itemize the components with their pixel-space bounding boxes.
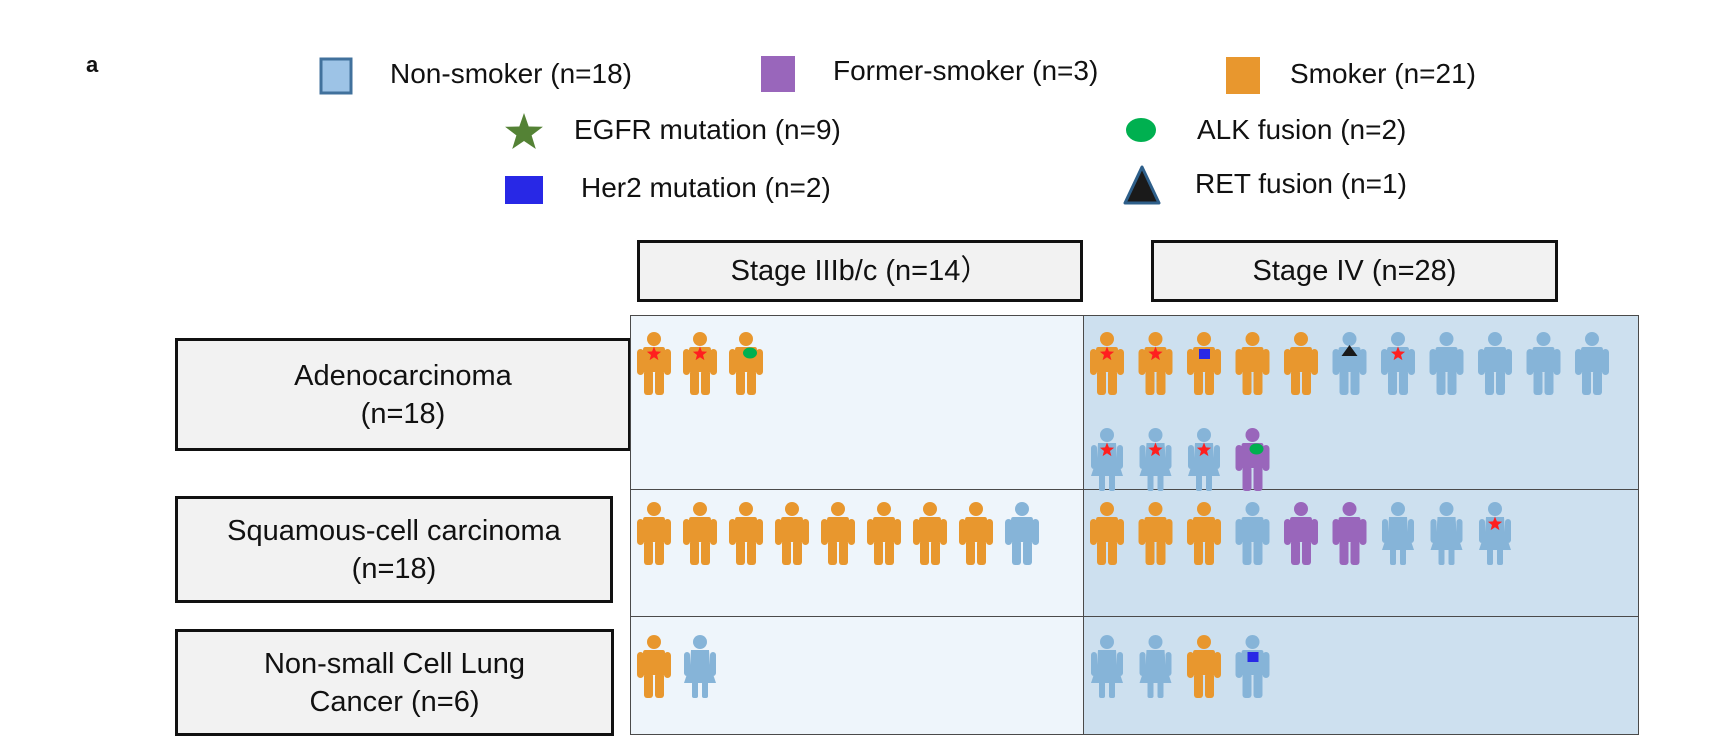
ret-triangle-icon — [1123, 165, 1161, 205]
legend-former-smoker: Former-smoker (n=3) — [833, 55, 1099, 86]
stage-header-iv: Stage IV (n=28) — [1151, 240, 1558, 302]
stage-header-iiib-c: Stage IIIb/c (n=14） — [637, 240, 1083, 302]
row-label-nsclc: Non-small Cell Lung Cancer (n=6) — [175, 629, 614, 736]
row-label-line1: Non-small Cell Lung — [263, 647, 526, 680]
cell-squamous-stage-iiib — [630, 489, 1085, 618]
cell-nsclc-stage-iv — [1083, 616, 1639, 735]
legend-ret: RET fusion (n=1) — [1195, 168, 1407, 199]
her2-square-icon — [505, 176, 543, 204]
non-smoker-swatch-icon — [319, 57, 353, 95]
legend-alk: ALK fusion (n=2) — [1197, 114, 1407, 145]
legend-egfr: EGFR mutation (n=9) — [574, 114, 841, 145]
stage-header-label: Stage IIIb/c (n=14） — [730, 255, 990, 287]
cell-nsclc-stage-iiib — [630, 616, 1085, 735]
row-label-line2: (n=18) — [360, 397, 446, 430]
legend-smoker: Smoker (n=21) — [1290, 58, 1476, 89]
row-label-line2: (n=18) — [351, 552, 437, 585]
legend-her2: Her2 mutation (n=2) — [581, 172, 831, 203]
row-label-adenocarcinoma: Adenocarcinoma (n=18) — [175, 338, 631, 451]
alk-ellipse-icon — [1126, 118, 1156, 142]
smoker-swatch-icon — [1226, 57, 1260, 94]
row-label-squamous: Squamous-cell carcinoma (n=18) — [175, 496, 613, 603]
legend-non-smoker: Non-smoker (n=18) — [390, 58, 632, 89]
egfr-star-icon — [505, 113, 543, 149]
cell-adeno-stage-iiib — [630, 315, 1085, 491]
panel-label: a — [86, 52, 99, 77]
former-smoker-swatch-icon — [761, 56, 795, 92]
stage-header-label: Stage IV (n=28) — [1252, 255, 1457, 287]
row-label-line1: Adenocarcinoma — [294, 359, 512, 392]
row-label-line2: Cancer (n=6) — [309, 685, 480, 718]
row-label-line1: Squamous-cell carcinoma — [227, 514, 561, 547]
cell-squamous-stage-iv — [1083, 489, 1639, 618]
cell-adeno-stage-iv — [1083, 315, 1639, 491]
